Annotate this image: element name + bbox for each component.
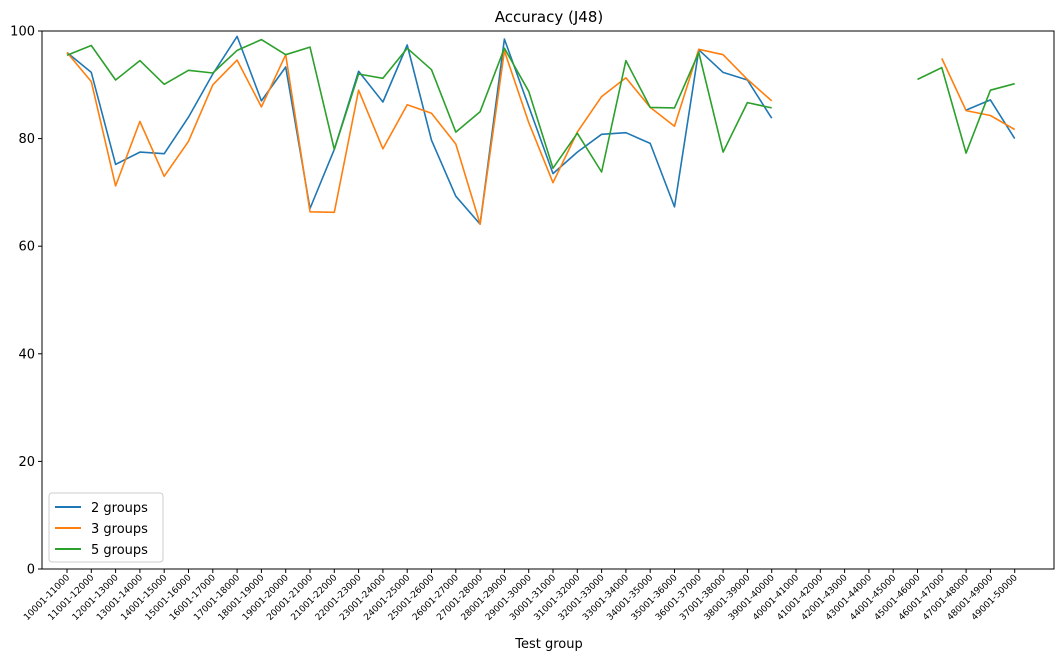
series-line-2-groups <box>66 35 773 225</box>
y-tick-label: 80 <box>18 132 35 147</box>
legend-label: 5 groups <box>91 543 148 558</box>
legend-box <box>48 492 164 563</box>
chart-title: Accuracy (J48) <box>495 8 603 26</box>
y-tick-label: 20 <box>18 455 35 470</box>
y-tick-label: 0 <box>27 563 35 578</box>
series-line-3-groups <box>66 48 773 225</box>
legend: 2 groups 3 groups 5 groups <box>48 492 164 563</box>
series-line-5-groups <box>66 38 772 173</box>
legend-label: 2 groups <box>91 501 148 516</box>
series-line-3-groups <box>941 58 1016 131</box>
axes-frame <box>41 30 1055 570</box>
series-line-5-groups <box>917 66 1015 154</box>
x-axis-label: Test group <box>514 637 583 652</box>
y-tick-label: 100 <box>10 25 35 40</box>
legend-label: 3 groups <box>91 522 148 537</box>
y-tick-label: 40 <box>18 347 35 362</box>
plot-area: 02040608010010001-1100011001-1200012001-… <box>10 25 1055 623</box>
y-tick-label: 60 <box>18 240 35 255</box>
